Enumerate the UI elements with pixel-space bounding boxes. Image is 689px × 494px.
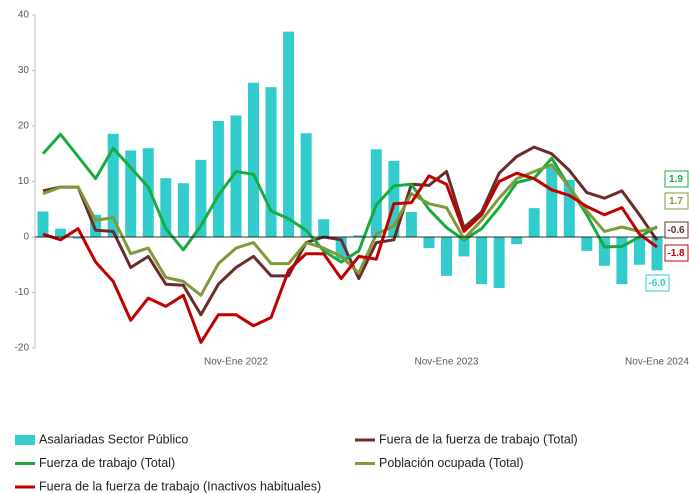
bar — [651, 237, 663, 271]
bar — [546, 167, 558, 237]
end-label: 1.9 — [669, 174, 683, 185]
bar — [353, 235, 365, 237]
bar — [370, 149, 382, 237]
bar — [528, 208, 540, 237]
legend-label: Fuera de la fuerza de trabajo (Total) — [379, 432, 578, 446]
bar — [300, 133, 312, 237]
bar — [511, 237, 523, 245]
y-tick-label: -20 — [15, 343, 30, 354]
line — [42, 145, 659, 317]
label-box — [664, 244, 689, 262]
bar — [616, 237, 628, 285]
bar — [388, 160, 400, 237]
y-tick-label: 40 — [18, 10, 30, 21]
y-tick-label: 10 — [18, 176, 30, 187]
label-box — [664, 170, 689, 188]
end-label: -0.6 — [667, 225, 685, 236]
bar — [55, 228, 67, 237]
end-label: -1.8 — [667, 248, 685, 259]
bar — [493, 237, 505, 289]
bar — [335, 237, 347, 260]
bar — [90, 214, 102, 237]
y-tick-label: 0 — [23, 232, 29, 243]
bar — [37, 211, 49, 237]
bar — [318, 219, 330, 237]
bar — [177, 183, 189, 237]
bar — [563, 179, 575, 237]
y-tick-label: 30 — [18, 65, 30, 76]
bar — [633, 237, 645, 265]
bar — [142, 148, 154, 237]
line — [42, 163, 658, 297]
label-box — [664, 221, 689, 239]
legend-label: Población ocupada (Total) — [379, 456, 524, 470]
bar — [265, 87, 277, 238]
y-tick-label: -10 — [15, 287, 30, 298]
end-label: -6.0 — [648, 278, 666, 289]
line — [42, 171, 658, 344]
bar — [125, 150, 137, 237]
bar — [476, 237, 488, 285]
x-tick-label: Nov-Ene 2023 — [415, 357, 479, 368]
x-tick-label: Nov-Ene 2022 — [204, 357, 268, 368]
line — [41, 132, 658, 264]
bar — [440, 237, 452, 276]
legend-label: Fuerza de trabajo (Total) — [39, 456, 175, 470]
bar — [248, 82, 260, 238]
bar — [72, 237, 84, 239]
bar — [212, 121, 224, 237]
label-box — [664, 192, 689, 210]
bar — [405, 212, 417, 237]
x-tick-label: Nov-Ene 2024 — [625, 357, 689, 368]
bar — [423, 237, 435, 249]
bar — [160, 178, 172, 237]
label-box — [645, 274, 670, 292]
bar — [458, 237, 470, 257]
bar — [195, 159, 207, 237]
legend-swatch — [15, 435, 35, 445]
bar — [107, 133, 119, 237]
bar — [598, 237, 610, 266]
bar — [283, 31, 295, 238]
bar — [230, 115, 242, 237]
legend-label: Fuera de la fuerza de trabajo (Inactivos… — [39, 479, 321, 493]
legend-label: Asalariadas Sector Público — [39, 432, 188, 446]
y-tick-label: 20 — [18, 121, 30, 132]
end-label: 1.7 — [669, 196, 683, 207]
bar — [581, 237, 593, 251]
